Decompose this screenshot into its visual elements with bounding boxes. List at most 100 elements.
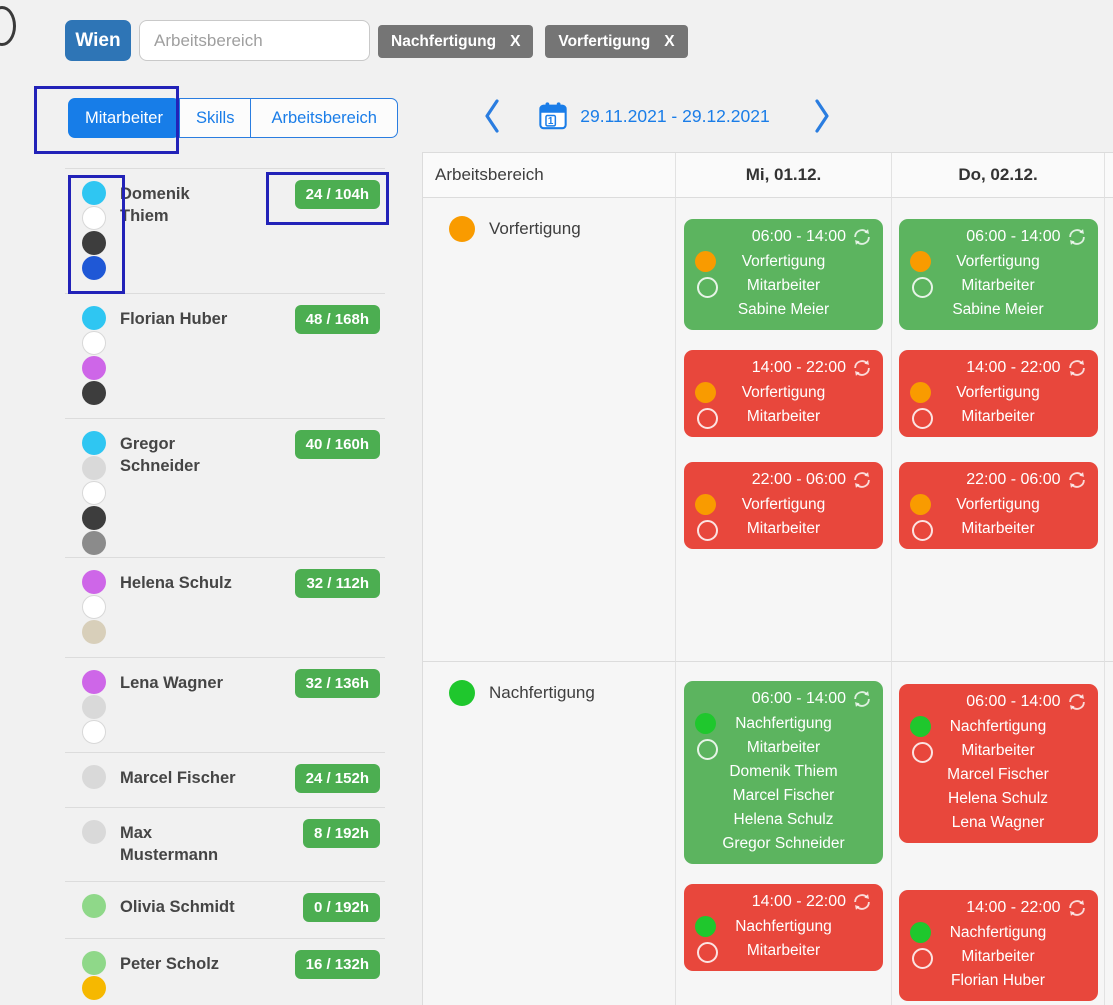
shift-time: 14:00 - 22:00	[966, 359, 1061, 376]
shift-area-label: Vorfertigung	[956, 496, 1040, 513]
filter-chip-vorfertigung[interactable]: Vorfertigung X	[545, 25, 688, 58]
shift-area-label: Nachfertigung	[949, 924, 1047, 941]
shift-card[interactable]: 14:00 - 22:00 Nachfertigung Mitarbeiter …	[898, 890, 1098, 1001]
refresh-icon	[1068, 360, 1085, 376]
area-dot	[449, 680, 475, 706]
employee-name: Gregor Schneider	[120, 435, 200, 475]
shift-role-label: Mitarbeiter	[746, 520, 821, 537]
employee-row[interactable]: Lena Wagner 32 / 136h	[65, 657, 385, 752]
employee-row[interactable]: Florian Huber 48 / 168h	[65, 293, 385, 418]
shift-card[interactable]: 06:00 - 14:00 Vorfertigung Mitarbeiter S…	[684, 219, 883, 330]
refresh-icon	[854, 360, 870, 376]
schedule-table: Arbeitsbereich Mi, 01.12. Do, 02.12. Vor…	[422, 152, 1113, 1005]
shift-card[interactable]: 22:00 - 06:00 Vorfertigung Mitarbeiter	[684, 462, 883, 549]
employee-name: Olivia Schmidt	[120, 898, 235, 916]
employee-row[interactable]: Peter Scholz 16 / 132h	[65, 938, 385, 1005]
skill-dot	[82, 356, 106, 380]
skill-dot-stack	[82, 820, 106, 844]
shift-card[interactable]: 14:00 - 22:00 Nachfertigung Mitarbeiter	[684, 884, 883, 971]
search-input[interactable]	[139, 20, 370, 61]
shift-role-label: Mitarbeiter	[746, 277, 821, 294]
refresh-icon	[1068, 900, 1085, 916]
filter-chip-label: Nachfertigung	[391, 32, 497, 50]
skill-dot	[82, 620, 106, 644]
employee-name: Max Mustermann	[120, 824, 219, 864]
tab-skills[interactable]: Skills	[178, 98, 252, 138]
skill-dot-stack	[82, 670, 106, 744]
date-range-label[interactable]: 29.11.2021 - 29.12.2021	[580, 105, 770, 126]
employee-hours-badge: 32 / 136h	[294, 669, 380, 698]
shift-area-label: Vorfertigung	[956, 384, 1040, 401]
day-column-header: Mi, 01.12.	[675, 153, 891, 198]
close-icon[interactable]: X	[664, 32, 675, 50]
shift-card[interactable]: 06:00 - 14:00 Nachfertigung Mitarbeiter …	[684, 681, 883, 864]
shift-employee-name: Florian Huber	[951, 972, 1045, 989]
tab-arbeitsbereich[interactable]: Arbeitsbereich	[250, 98, 398, 138]
shift-employee-name: Lena Wagner	[951, 814, 1045, 831]
skill-dot	[82, 481, 106, 505]
employee-name: Florian Huber	[120, 310, 228, 328]
next-column-sliver	[1104, 153, 1113, 198]
employee-row[interactable]: Marcel Fischer 24 / 152h	[65, 752, 385, 807]
employee-hours-badge: 0 / 192h	[302, 893, 380, 922]
shift-area-label: Nachfertigung	[735, 715, 832, 732]
shift-role-label: Mitarbeiter	[746, 942, 821, 959]
skill-dot-stack	[82, 570, 106, 644]
shift-card[interactable]: 06:00 - 14:00 Nachfertigung Mitarbeiter …	[898, 684, 1098, 843]
location-button[interactable]: Wien	[65, 20, 131, 61]
shift-time: 22:00 - 06:00	[966, 471, 1061, 488]
skill-dot	[82, 206, 106, 230]
chevron-left-icon[interactable]	[482, 98, 502, 134]
shift-employee-name: Gregor Schneider	[722, 835, 845, 852]
area-cell-nachfertigung: Nachfertigung	[423, 662, 675, 1005]
empty-slot-circle	[697, 942, 718, 963]
shift-area-label: Nachfertigung	[735, 918, 832, 935]
shift-role-label: Mitarbeiter	[961, 408, 1035, 425]
shift-card[interactable]: 14:00 - 22:00 Vorfertigung Mitarbeiter	[684, 350, 883, 437]
shift-card[interactable]: 22:00 - 06:00 Vorfertigung Mitarbeiter	[898, 462, 1098, 549]
skill-dot-stack	[82, 765, 106, 789]
skill-dot	[82, 765, 106, 789]
empty-slot-circle	[911, 277, 933, 298]
skill-dot-stack	[82, 894, 106, 918]
refresh-icon	[1068, 472, 1085, 488]
shift-area-dot	[695, 251, 716, 272]
employee-row[interactable]: Helena Schulz 32 / 112h	[65, 557, 385, 657]
skill-dot	[82, 531, 106, 555]
close-icon[interactable]: X	[510, 32, 521, 50]
skill-dot-stack	[82, 181, 106, 280]
employee-row[interactable]: Max Mustermann 8 / 192h	[65, 807, 385, 881]
skill-dot	[82, 894, 106, 918]
screen-edge-artifact	[0, 6, 16, 46]
shift-employee-name: Sabine Meier	[952, 301, 1044, 318]
employee-row[interactable]: Olivia Schmidt 0 / 192h	[65, 881, 385, 938]
shift-area-dot	[909, 382, 931, 403]
employee-hours-badge: 24 / 104h	[294, 180, 380, 209]
skill-dot	[82, 331, 106, 355]
filter-chip-nachfertigung[interactable]: Nachfertigung X	[378, 25, 534, 58]
employee-row[interactable]: Domenik Thiem 24 / 104h	[65, 168, 385, 293]
employee-name: Domenik Thiem	[120, 185, 190, 225]
calendar-icon[interactable]: 1	[538, 100, 568, 132]
shift-area-label: Nachfertigung	[949, 718, 1047, 735]
shift-time: 14:00 - 22:00	[966, 899, 1061, 916]
skill-dot	[82, 381, 106, 405]
tab-mitarbeiter[interactable]: Mitarbeiter	[68, 98, 180, 138]
view-tabs: Mitarbeiter Skills Arbeitsbereich	[68, 98, 398, 138]
shift-time: 06:00 - 14:00	[751, 228, 846, 245]
employee-name: Peter Scholz	[120, 955, 220, 973]
shift-role-label: Mitarbeiter	[746, 408, 821, 425]
shift-area-label: Vorfertigung	[741, 496, 826, 513]
shift-employee-name: Marcel Fischer	[732, 787, 835, 804]
shift-employee-names: Marcel Fischer Helena Schulz Lena Wagner	[909, 763, 1088, 835]
day-cell: 06:00 - 14:00 Vorfertigung Mitarbeiter S…	[675, 198, 891, 662]
shift-area-label: Vorfertigung	[741, 384, 826, 401]
employee-row[interactable]: Gregor Schneider 40 / 160h	[65, 418, 385, 557]
chevron-right-icon[interactable]	[812, 98, 832, 134]
skill-dot	[82, 456, 106, 480]
shift-card[interactable]: 14:00 - 22:00 Vorfertigung Mitarbeiter	[898, 350, 1098, 437]
empty-slot-circle	[911, 520, 933, 541]
shift-card[interactable]: 06:00 - 14:00 Vorfertigung Mitarbeiter S…	[898, 219, 1098, 330]
filter-chips: Nachfertigung X Vorfertigung X	[378, 25, 688, 58]
